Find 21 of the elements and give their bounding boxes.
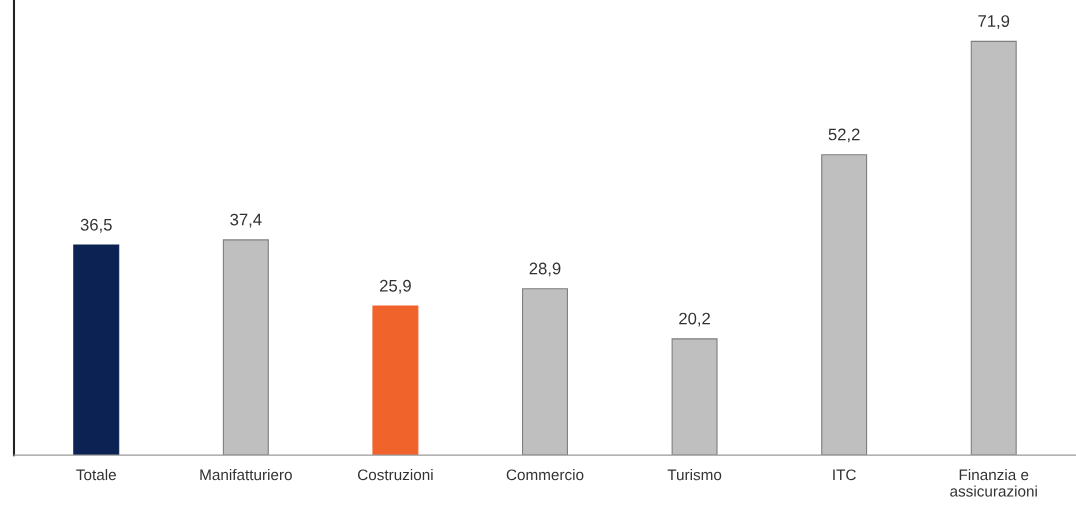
x-tick-label: Turismo: [667, 469, 722, 481]
bar: [671, 338, 718, 456]
bar: [821, 154, 868, 456]
data-label: 36,5: [80, 218, 112, 233]
x-tick-label: Commercio: [506, 469, 584, 481]
bar: [970, 40, 1017, 456]
data-label: 28,9: [529, 262, 561, 277]
data-label: 71,9: [978, 15, 1010, 29]
bar: [73, 244, 120, 456]
bar: [222, 239, 269, 456]
x-tick-label: ITC: [833, 469, 856, 481]
x-tick-label: Totale: [76, 469, 116, 481]
x-tick-label: Manifatturiero: [200, 469, 292, 481]
x-tick-label: Finanzia e assicurazioni: [950, 469, 1037, 497]
bar: [522, 288, 568, 456]
data-label: 52,2: [828, 128, 860, 143]
data-label: 37,4: [230, 213, 262, 228]
data-label: 25,9: [380, 279, 411, 294]
bar: [372, 305, 419, 456]
data-label: 20,2: [679, 312, 710, 327]
x-tick-label: Costruzioni: [357, 469, 433, 481]
